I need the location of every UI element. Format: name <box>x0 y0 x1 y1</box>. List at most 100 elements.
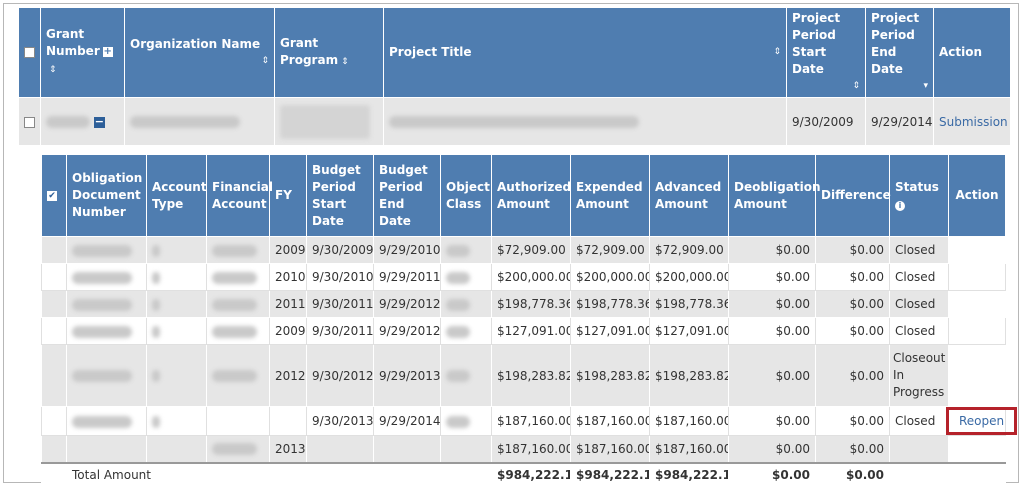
submission-link[interactable]: Submission I <box>933 97 1011 146</box>
reopen-button[interactable]: Reopen <box>946 407 1018 435</box>
obligation-doc-cell <box>66 406 147 436</box>
status-cell: Closeout In Progress <box>889 344 949 407</box>
sort-icon[interactable]: ⇕ <box>852 81 860 91</box>
deobligation-cell: $0.00 <box>728 344 816 407</box>
row-select[interactable] <box>41 290 67 318</box>
total-difference: $0.00 <box>815 461 890 488</box>
sort-icon[interactable]: ⇕ <box>341 56 349 67</box>
total-row: Total Amount $984,222.18 $984,222.18 $98… <box>41 461 1006 488</box>
sort-icon[interactable]: ⇕ <box>773 47 781 57</box>
grant-table: Grant Number +⇕ Organization Name ⇕ Grant … <box>18 7 1011 146</box>
expended-cell: $187,160.00 <box>570 435 650 463</box>
obligation-doc-cell <box>66 290 147 318</box>
action-cell: Reopen <box>946 406 1018 436</box>
expended-cell: $198,283.82 <box>570 344 650 407</box>
col-project-title[interactable]: Project Title ⇕ <box>383 7 787 98</box>
row-select[interactable] <box>41 344 67 407</box>
col-budget-end: Budget Period End Date <box>373 154 441 237</box>
redacted-type <box>152 298 160 311</box>
col-status: Status i <box>889 154 949 237</box>
col-grant-number[interactable]: Grant Number +⇕ <box>40 7 125 98</box>
row-select[interactable] <box>41 406 67 436</box>
row-select[interactable] <box>41 435 67 463</box>
account-type-cell <box>146 435 207 463</box>
redacted-grant-number <box>46 116 90 128</box>
expended-cell: $198,778.36 <box>570 290 650 318</box>
info-icon[interactable]: i <box>895 200 905 211</box>
col-period-start[interactable]: Project Period Start Date ⇕ <box>786 7 866 98</box>
redacted-organization <box>130 116 240 128</box>
row-select[interactable] <box>18 97 41 146</box>
budget-end-cell: 9/29/2012 <box>373 290 441 318</box>
checkbox-icon[interactable] <box>24 116 35 128</box>
redacted-doc <box>72 325 132 338</box>
collapse-icon[interactable]: − <box>93 114 105 128</box>
deobligation-cell: $0.00 <box>728 236 816 264</box>
col-obligation-doc: Obligation Document Number <box>66 154 147 237</box>
budget-start-cell: 9/30/2012 <box>306 344 374 407</box>
status-cell: Closed <box>889 263 949 291</box>
authorized-cell: $127,091.00 <box>491 317 571 345</box>
account-type-cell <box>146 344 207 407</box>
col-action: Action <box>948 154 1006 237</box>
budget-start-cell: 9/30/2011 <box>306 317 374 345</box>
difference-cell: $0.00 <box>815 406 890 436</box>
table-row: 2010 9/30/2010 9/29/2011 $200,000.00 $20… <box>41 263 1006 291</box>
status-cell: Closed <box>889 236 949 264</box>
col-expended: Expended Amount <box>570 154 650 237</box>
sort-icon[interactable]: ⇕ <box>261 55 269 66</box>
total-advanced: $984,222.18 <box>649 461 729 488</box>
account-type-cell <box>146 317 207 345</box>
budget-start-cell: 9/30/2010 <box>306 263 374 291</box>
expand-icon[interactable]: + <box>102 45 113 57</box>
row-select[interactable] <box>41 317 67 345</box>
difference-cell: $0.00 <box>815 317 890 345</box>
row-select[interactable] <box>41 236 67 264</box>
table-row: 2009 9/30/2011 9/29/2012 $127,091.00 $12… <box>41 317 1006 345</box>
row-select[interactable] <box>41 263 67 291</box>
action-cell <box>948 236 1006 264</box>
obligation-doc-cell <box>66 435 147 463</box>
col-deobligation: Deobligation Amount <box>728 154 820 237</box>
redacted-account <box>212 298 257 311</box>
sort-icon[interactable]: ⇕ <box>49 65 57 75</box>
checkbox-icon[interactable] <box>24 47 35 58</box>
checkbox-checked-icon[interactable]: ✔ <box>47 190 57 201</box>
budget-end-cell: 9/29/2014 <box>373 406 441 436</box>
col-organization-name[interactable]: Organization Name ⇕ <box>124 7 275 98</box>
total-status-spacer <box>889 461 949 488</box>
fy-cell: 2013 <box>269 435 307 463</box>
redacted-type <box>152 415 160 428</box>
advanced-cell: $198,778.36 <box>649 290 729 318</box>
budget-start-cell: 9/30/2013 <box>306 406 374 436</box>
redacted-account <box>212 443 257 456</box>
table-row: 9/30/2013 9/29/2014 $187,160.00 $187,160… <box>41 406 1018 436</box>
col-fy: FY <box>269 154 307 237</box>
status-cell: Closed <box>889 290 949 318</box>
advanced-cell: $187,160.00 <box>649 435 729 463</box>
expended-cell: $200,000.00 <box>570 263 650 291</box>
action-cell <box>948 317 1006 345</box>
account-type-cell <box>146 263 207 291</box>
object-class-cell <box>440 263 492 291</box>
redacted-account <box>212 244 257 257</box>
col-grant-program[interactable]: Grant Program ⇕ <box>274 7 384 98</box>
total-label: Total Amount <box>66 461 492 488</box>
obligation-doc-cell <box>66 263 147 291</box>
col-difference: Difference <box>815 154 891 237</box>
sort-desc-icon[interactable]: ▾ <box>923 81 928 91</box>
authorized-cell: $72,909.00 <box>491 236 571 264</box>
difference-cell: $0.00 <box>815 344 890 407</box>
total-action-spacer <box>948 461 1006 488</box>
object-class-cell <box>440 344 492 407</box>
expended-cell: $187,160.00 <box>570 406 650 436</box>
redacted-program <box>280 104 370 139</box>
select-all-obligations[interactable]: ✔ <box>41 154 67 237</box>
col-period-end[interactable]: Project Period End Date ▾ <box>865 7 934 98</box>
difference-cell: $0.00 <box>815 435 890 463</box>
difference-cell: $0.00 <box>815 290 890 318</box>
total-deobligation: $0.00 <box>728 461 816 488</box>
col-action: Action <box>933 7 1011 98</box>
redacted-type <box>152 325 160 338</box>
deobligation-cell: $0.00 <box>728 317 816 345</box>
